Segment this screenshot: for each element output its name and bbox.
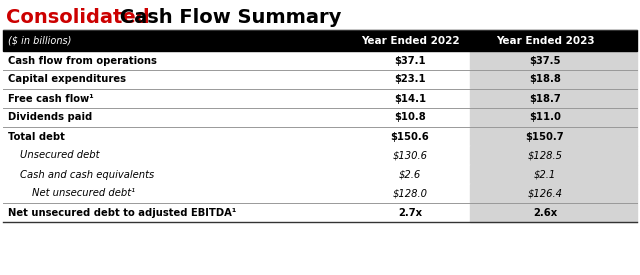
Bar xyxy=(470,165,637,184)
Bar xyxy=(3,70,470,89)
Bar xyxy=(3,146,470,165)
Text: Year Ended 2023: Year Ended 2023 xyxy=(496,35,595,45)
Bar xyxy=(3,184,470,203)
Text: Consolidated: Consolidated xyxy=(6,8,150,27)
Text: $11.0: $11.0 xyxy=(529,112,561,122)
Bar xyxy=(470,146,637,165)
Bar xyxy=(470,89,637,108)
Text: $128.5: $128.5 xyxy=(527,150,563,161)
Text: $130.6: $130.6 xyxy=(392,150,428,161)
Text: Cash Flow Summary: Cash Flow Summary xyxy=(113,8,341,27)
Text: Free cash flow¹: Free cash flow¹ xyxy=(8,94,93,103)
Bar xyxy=(3,108,470,127)
Bar xyxy=(470,203,637,222)
Text: Dividends paid: Dividends paid xyxy=(8,112,92,122)
Text: Year Ended 2022: Year Ended 2022 xyxy=(361,35,460,45)
Text: $150.7: $150.7 xyxy=(525,131,564,142)
Bar xyxy=(470,51,637,70)
Text: $23.1: $23.1 xyxy=(394,75,426,84)
Text: 2.7x: 2.7x xyxy=(398,208,422,218)
Text: $37.5: $37.5 xyxy=(529,56,561,65)
Text: Cash and cash equivalents: Cash and cash equivalents xyxy=(20,169,154,180)
Text: $18.7: $18.7 xyxy=(529,94,561,103)
Bar xyxy=(3,127,470,146)
Bar xyxy=(470,70,637,89)
Text: $10.8: $10.8 xyxy=(394,112,426,122)
Text: $128.0: $128.0 xyxy=(392,188,428,199)
Bar xyxy=(3,203,470,222)
Text: Net unsecured debt to adjusted EBITDA¹: Net unsecured debt to adjusted EBITDA¹ xyxy=(8,208,236,218)
Bar xyxy=(3,89,470,108)
Text: $150.6: $150.6 xyxy=(390,131,429,142)
Text: Unsecured debt: Unsecured debt xyxy=(20,150,99,161)
Text: ($ in billions): ($ in billions) xyxy=(8,35,72,45)
Bar xyxy=(3,51,470,70)
Bar xyxy=(470,184,637,203)
Text: $126.4: $126.4 xyxy=(527,188,563,199)
Text: $2.6: $2.6 xyxy=(399,169,421,180)
Text: Net unsecured debt¹: Net unsecured debt¹ xyxy=(32,188,135,199)
Text: Total debt: Total debt xyxy=(8,131,65,142)
Text: $18.8: $18.8 xyxy=(529,75,561,84)
Text: $14.1: $14.1 xyxy=(394,94,426,103)
Bar xyxy=(3,165,470,184)
Text: Cash flow from operations: Cash flow from operations xyxy=(8,56,157,65)
Text: $37.1: $37.1 xyxy=(394,56,426,65)
Bar xyxy=(470,108,637,127)
Text: Capital expenditures: Capital expenditures xyxy=(8,75,126,84)
Text: $2.1: $2.1 xyxy=(534,169,556,180)
Bar xyxy=(470,127,637,146)
Bar xyxy=(3,30,637,51)
Text: 2.6x: 2.6x xyxy=(533,208,557,218)
